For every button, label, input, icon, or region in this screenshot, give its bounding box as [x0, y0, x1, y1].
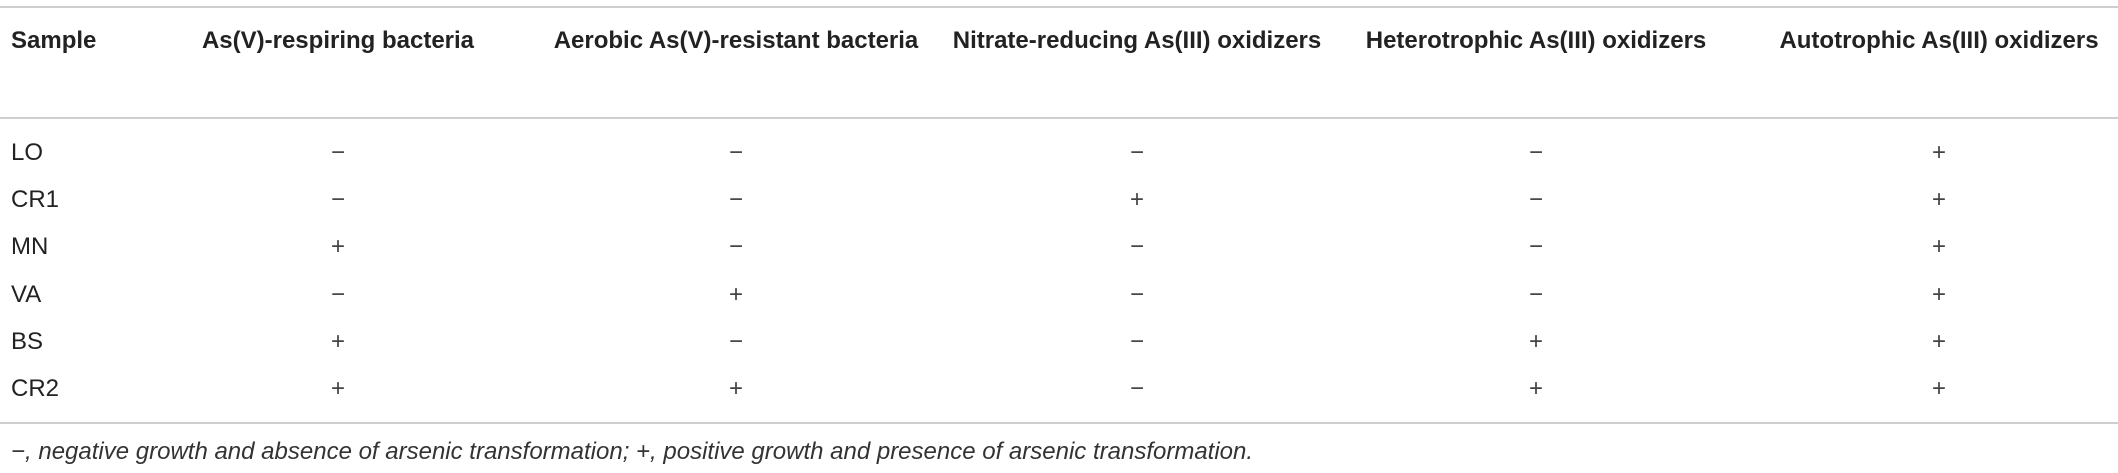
header-cell: Nitrate-reducing As(III) oxidizers — [952, 27, 1322, 54]
result-cell: + — [1129, 186, 1144, 213]
result-cell: + — [330, 328, 345, 355]
sample-cell: VA — [11, 281, 42, 308]
result-cell: − — [1129, 281, 1144, 308]
footnote: −, negative growth and absence of arseni… — [11, 438, 1254, 465]
result-cell: − — [1129, 233, 1144, 260]
result-cell: − — [1528, 139, 1543, 166]
result-cell: − — [728, 328, 743, 355]
result-cell: − — [330, 186, 345, 213]
result-cell: + — [728, 281, 743, 308]
sample-cell: BS — [11, 328, 44, 355]
result-cell: + — [1931, 281, 1946, 308]
header-cell: Autotrophic As(III) oxidizers — [1779, 27, 2099, 54]
result-cell: + — [330, 375, 345, 402]
result-cell: + — [1528, 328, 1543, 355]
header-rule — [0, 117, 2118, 119]
result-cell: − — [1528, 186, 1543, 213]
result-cell: − — [728, 139, 743, 166]
sample-cell: CR2 — [11, 375, 60, 402]
result-cell: − — [1528, 281, 1543, 308]
result-cell: − — [1528, 233, 1543, 260]
header-cell: As(V)-respiring bacteria — [201, 27, 475, 54]
top-rule — [0, 6, 2118, 8]
header-cell: Heterotrophic As(III) oxidizers — [1365, 27, 1707, 54]
header-cell: Aerobic As(V)-resistant bacteria — [553, 27, 919, 54]
sample-cell: CR1 — [11, 186, 60, 213]
result-cell: + — [1931, 328, 1946, 355]
result-cell: + — [728, 375, 743, 402]
sample-cell: MN — [11, 233, 49, 260]
result-cell: + — [1931, 186, 1946, 213]
result-cell: − — [1129, 375, 1144, 402]
result-cell: + — [1931, 139, 1946, 166]
result-cell: + — [1931, 375, 1946, 402]
result-cell: − — [1129, 328, 1144, 355]
bottom-rule — [0, 422, 2118, 424]
header-cell: Sample — [11, 27, 97, 54]
result-cell: − — [728, 233, 743, 260]
sample-cell: LO — [11, 139, 44, 166]
result-cell: + — [1528, 375, 1543, 402]
result-cell: − — [1129, 139, 1144, 166]
result-cell: + — [1931, 233, 1946, 260]
result-cell: − — [330, 281, 345, 308]
result-cell: − — [330, 139, 345, 166]
result-cell: + — [330, 233, 345, 260]
result-cell: − — [728, 186, 743, 213]
